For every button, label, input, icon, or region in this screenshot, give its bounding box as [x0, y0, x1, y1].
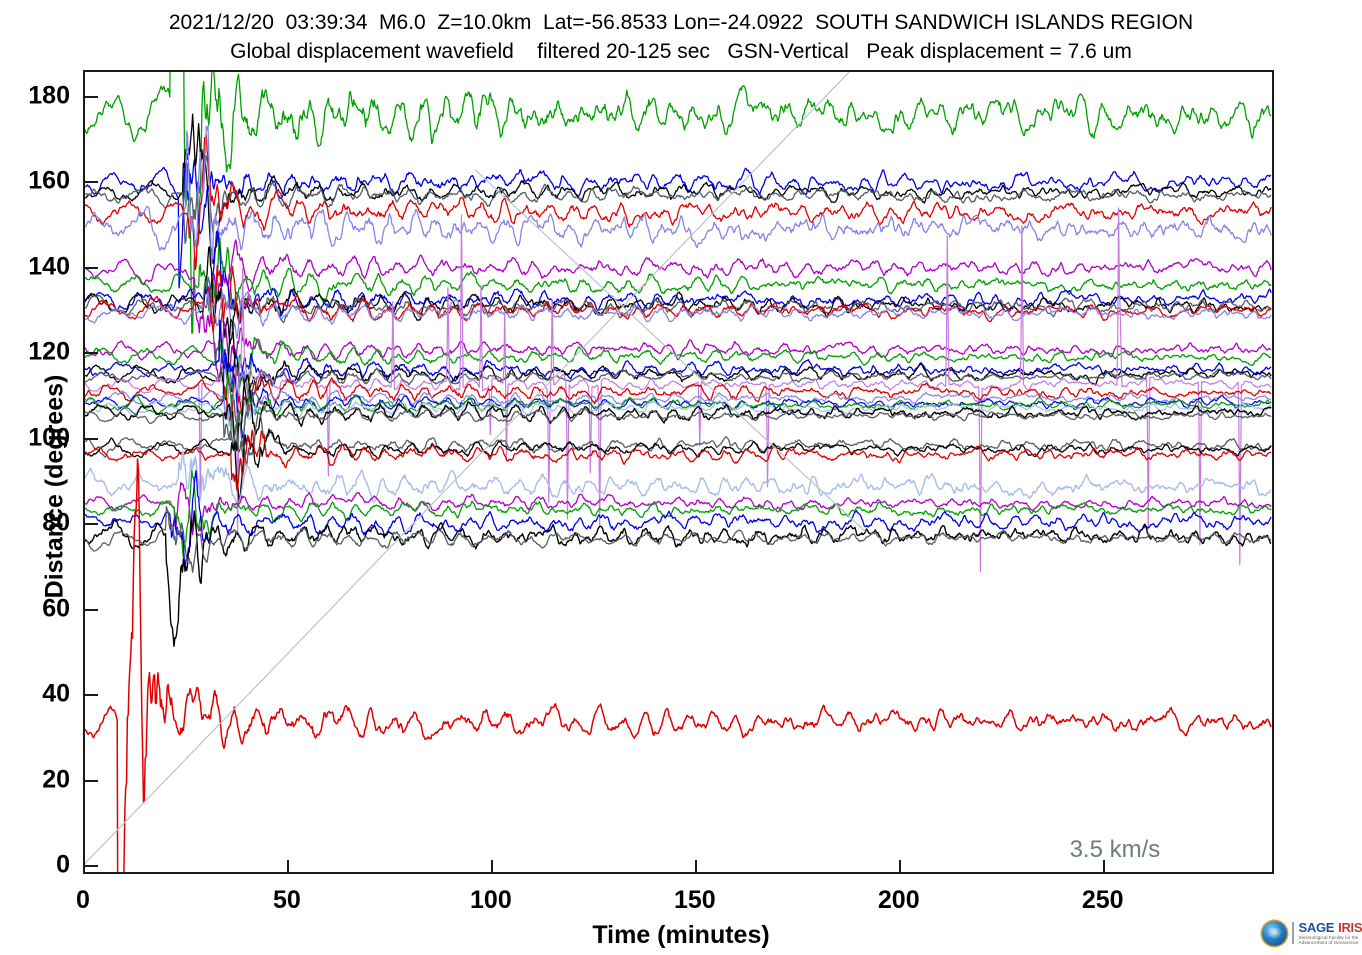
- seismogram-trace: [85, 373, 1272, 423]
- figure-title: 2021/12/20 03:39:34 M6.0 Z=10.0km Lat=-5…: [0, 8, 1362, 66]
- x-tick-label: 150: [673, 886, 716, 914]
- y-tick-label: 100: [28, 423, 70, 452]
- y-tick-label: 80: [42, 508, 70, 537]
- x-tick-mark: [490, 860, 493, 874]
- x-tick-label: 0: [76, 886, 90, 914]
- y-tick-label: 180: [28, 81, 70, 110]
- y-tick-mark: [83, 437, 98, 440]
- seismogram-trace: [85, 450, 1272, 506]
- seismogram-trace: [85, 380, 1272, 428]
- seismogram-trace: [85, 370, 1272, 421]
- seismogram-trace: [85, 394, 1272, 466]
- seismogram-trace: [85, 319, 1272, 393]
- y-tick-label: 40: [42, 679, 70, 708]
- x-tick-mark: [694, 860, 697, 874]
- x-tick-label: 100: [470, 886, 512, 914]
- x-tick-label: 250: [1081, 886, 1124, 914]
- x-tick-mark: [898, 860, 901, 874]
- seismogram-trace: [85, 230, 1272, 324]
- x-tick-mark: [286, 860, 289, 874]
- title-line-processing: Global displacement wavefield filtered 2…: [230, 40, 1132, 63]
- seismogram-trace: [85, 469, 1272, 573]
- seismogram-trace: [85, 469, 1272, 558]
- seismogram-trace: [85, 290, 1272, 339]
- seismogram-trace: [85, 428, 1272, 503]
- x-axis-label: Time (minutes): [592, 921, 770, 949]
- seismogram-trace: [85, 264, 1272, 333]
- seismogram-trace: [85, 155, 1272, 245]
- y-axis-label: Distance (degrees): [40, 374, 69, 599]
- moveout-line: [85, 72, 850, 864]
- seismogram-trace: [85, 113, 1272, 264]
- y-tick-mark: [83, 865, 98, 868]
- y-tick-mark: [83, 608, 98, 611]
- y-tick-mark: [83, 523, 98, 526]
- y-tick-label: 140: [28, 252, 70, 281]
- y-tick-mark: [83, 779, 98, 782]
- seismogram-trace: [85, 336, 1272, 393]
- y-tick-mark: [83, 266, 98, 269]
- nsf-globe-icon: [1262, 920, 1287, 946]
- seismogram-trace: [85, 239, 1272, 334]
- velocity-line-label: 3.5 km/s: [1069, 836, 1161, 864]
- seismogram-trace: [85, 159, 1272, 289]
- seismogram-trace: [85, 72, 1272, 334]
- seismogram-trace: [85, 236, 1272, 312]
- x-tick-label: 200: [877, 886, 920, 914]
- seismogram-trace: [85, 134, 1272, 271]
- x-tick-mark: [83, 860, 85, 874]
- seismogram-trace: [85, 374, 1272, 452]
- seismogram-trace: [85, 429, 1272, 491]
- plot-area: [83, 70, 1274, 874]
- x-tick-mark: [1102, 860, 1105, 874]
- logo-sage-text: SAGE: [1298, 920, 1335, 935]
- y-tick-label: 20: [42, 765, 70, 794]
- y-tick-mark: [83, 181, 98, 184]
- seismogram-trace: [85, 207, 1272, 573]
- seismogram-trace: [85, 481, 1272, 536]
- x-tick-label: 50: [273, 886, 301, 914]
- logo-iris-text: IRIS: [1338, 920, 1362, 935]
- seismogram-trace: [85, 505, 1272, 573]
- seismogram-trace: [85, 276, 1272, 366]
- seismogram-trace: [85, 458, 1272, 872]
- y-tick-mark: [83, 352, 98, 355]
- seismogram-trace: [85, 348, 1272, 439]
- logo-subtitle: Seismological Facility for the Advanceme…: [1298, 935, 1359, 945]
- seismogram-trace: [85, 318, 1272, 406]
- y-tick-label: 120: [28, 337, 70, 366]
- y-tick-mark: [83, 694, 98, 697]
- seismogram-trace: [85, 359, 1272, 403]
- waveform-canvas: [85, 72, 1272, 872]
- logo-text: SAGE IRIS Seismological Facility for the…: [1299, 921, 1362, 945]
- title-line-event: 2021/12/20 03:39:34 M6.0 Z=10.0km Lat=-5…: [168, 11, 1194, 34]
- sage-iris-logo: SAGE IRIS Seismological Facility for the…: [1262, 918, 1362, 948]
- moveout-line: [474, 169, 866, 533]
- logo-divider: [1292, 922, 1294, 944]
- seismogram-trace: [85, 389, 1272, 449]
- y-tick-label: 0: [56, 850, 70, 879]
- y-tick-mark: [83, 95, 98, 98]
- seismogram-trace: [85, 125, 1272, 266]
- y-tick-label: 60: [42, 594, 70, 623]
- seismogram-trace: [85, 510, 1272, 648]
- y-tick-label: 160: [28, 166, 70, 195]
